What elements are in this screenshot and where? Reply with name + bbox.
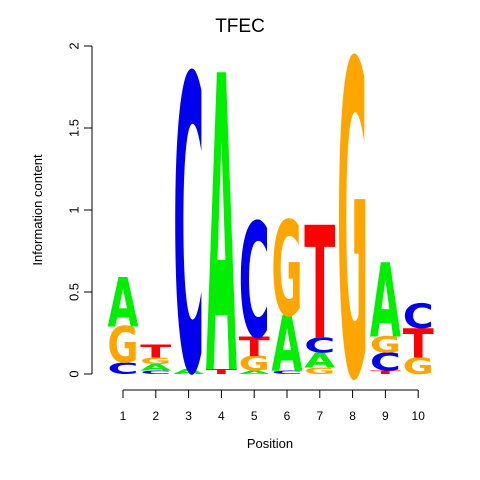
logo-letter-G: G (140, 356, 171, 366)
x-axis: 1 2 3 4 5 6 7 8 9 10 Position (120, 389, 426, 451)
chart-title: TFEC (215, 16, 265, 37)
logo-letter-A: A (173, 368, 205, 376)
y-tick-label: 0 (67, 370, 82, 377)
position-stack-3: AC (173, 0, 205, 465)
logo-letter-C: C (108, 359, 139, 378)
logo-letter-G: G (304, 366, 335, 376)
logo-letter-C: C (140, 370, 171, 375)
x-tick-label: 7 (316, 409, 323, 423)
logo-letter-A: A (140, 362, 172, 373)
logo-letter-A: A (304, 350, 336, 373)
logo-letter-C: C (403, 298, 434, 337)
logo-letter-T: T (304, 194, 335, 375)
logo-letter-A: A (206, 0, 237, 466)
logo-letter-T: T (403, 321, 435, 368)
logo-letter-A: A (239, 370, 270, 375)
logo-letter-C: C (173, 0, 204, 465)
x-tick-label: 2 (152, 409, 159, 423)
y-tick-label: 0.5 (67, 283, 82, 301)
x-axis-label: Position (247, 436, 293, 451)
x-tick-label: 9 (382, 409, 389, 423)
logo-letter-G: G (337, 0, 368, 477)
x-tick-label: 5 (251, 409, 258, 423)
y-tick-label: 2 (67, 42, 82, 49)
logo-letter-G: G (403, 354, 434, 380)
logo-letter-G: G (239, 353, 270, 376)
logo-letter-C: C (239, 191, 270, 374)
y-tick-label: 1 (67, 206, 82, 213)
logo-letter-G: G (272, 194, 303, 346)
x-tick-label: 6 (284, 409, 291, 423)
logo-letter-A: A (272, 301, 303, 390)
logo-letter-T: T (370, 370, 401, 375)
logo-letter-C: C (304, 334, 335, 358)
y-axis-label: Information content (30, 154, 45, 266)
logo-letter-T: T (206, 368, 237, 376)
y-tick-label: 1.5 (67, 119, 82, 137)
logo-letter-C: C (370, 349, 401, 378)
logo-letter-A: A (370, 244, 401, 361)
position-stack-4: TA (206, 0, 237, 466)
position-stack-1: CGA (108, 264, 139, 378)
x-tick-label: 1 (120, 409, 127, 423)
logo-letter-G: G (370, 332, 401, 358)
position-stack-8: G (337, 0, 368, 477)
x-tick-label: 10 (412, 409, 426, 423)
position-stack-10: GTC (403, 298, 435, 380)
x-tick-label: 4 (218, 409, 225, 423)
x-tick-label: 3 (185, 409, 192, 423)
position-stack-6: CAG (272, 194, 303, 389)
x-tick-label: 8 (349, 409, 356, 423)
logo-letter-C: C (272, 370, 303, 375)
logo-letter-A: A (108, 264, 139, 343)
y-axis: 0 0.5 1 1.5 2 Information content (30, 42, 93, 378)
logo-letter-G: G (108, 318, 139, 375)
logo-letter-T: T (140, 341, 172, 362)
logo-letter-T: T (239, 331, 271, 363)
